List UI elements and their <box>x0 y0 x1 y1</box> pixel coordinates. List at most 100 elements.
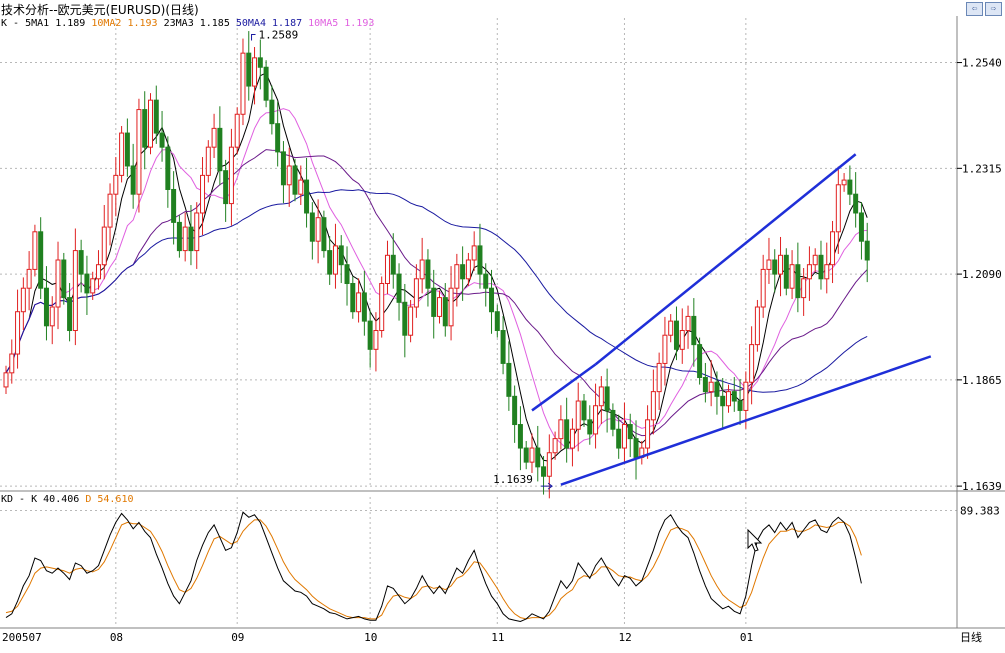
candle-down <box>142 109 148 148</box>
legend-item: 50MA4 <box>236 18 266 29</box>
candle-down <box>304 179 310 214</box>
candle-up <box>679 330 685 350</box>
candle-up <box>726 391 731 407</box>
time-tick-label: 01 <box>740 631 753 644</box>
candle-down <box>697 344 703 379</box>
trend-line <box>531 363 597 412</box>
time-tick-label: 08 <box>110 631 123 644</box>
candle-down <box>171 188 177 223</box>
legend-item: D <box>85 494 91 505</box>
candle-down <box>176 221 182 252</box>
candle-up <box>113 174 119 195</box>
candle-down <box>188 226 194 252</box>
candle-down <box>223 170 229 205</box>
price-annotations: 1.2589 1.1639 <box>251 29 553 490</box>
candle-down <box>425 259 431 289</box>
candlesticks <box>3 31 870 499</box>
candle-up <box>656 362 662 393</box>
ma50-line <box>5 189 868 393</box>
candle-down <box>847 179 853 195</box>
forward-arrow-button[interactable]: ⇨ <box>985 2 1002 16</box>
candle-down <box>165 146 171 190</box>
annotation-label: 1.2589 <box>259 29 299 42</box>
candle-up <box>228 146 234 205</box>
time-tick-label: 12 <box>618 631 631 644</box>
candle-down <box>772 259 778 275</box>
candle-up <box>806 264 812 280</box>
candle-down <box>523 447 529 463</box>
candle-down <box>783 254 789 289</box>
candle-down <box>517 424 523 449</box>
candle-down <box>275 123 281 153</box>
back-arrow-button[interactable]: ⇦ <box>966 2 983 16</box>
candle-down <box>489 287 495 313</box>
annotation-arrow <box>541 482 553 490</box>
candle-up <box>552 438 558 454</box>
candle-down <box>309 212 315 242</box>
candle-down <box>702 377 708 393</box>
candle-down <box>338 245 344 266</box>
nav-buttons: ⇦ ⇨ <box>966 2 1002 16</box>
candle-up <box>379 283 385 332</box>
trend-lines <box>531 153 932 486</box>
candle-down <box>280 151 286 186</box>
legend-item: 54.610 <box>91 494 133 505</box>
legend-item: 1.187 <box>266 18 308 29</box>
candle-down <box>321 217 327 252</box>
candle-down <box>292 165 298 195</box>
legend-item: 23MA3 <box>164 18 194 29</box>
candle-up <box>107 193 113 228</box>
candle-down <box>84 273 90 294</box>
time-tick-label: 09 <box>231 631 244 644</box>
candle-down <box>442 297 448 327</box>
candle-down <box>610 409 616 430</box>
candle-down <box>124 132 130 167</box>
candle-up <box>766 259 772 270</box>
candle-down <box>344 264 350 285</box>
page-title: 技术分析--欧元美元(EURUSD)(日线) <box>1 3 199 17</box>
candle-down <box>564 419 570 449</box>
candle-down <box>396 273 402 303</box>
candle-down <box>795 264 801 299</box>
time-tick-label: 日线 <box>960 630 982 644</box>
candle-down <box>731 391 737 402</box>
candle-down <box>257 57 263 68</box>
candle-up <box>789 264 795 289</box>
candle-down <box>460 264 466 280</box>
candle-up <box>211 127 217 148</box>
candle-up <box>598 386 604 407</box>
candle-up <box>835 184 841 233</box>
candle-down <box>737 400 743 411</box>
candle-down <box>159 132 165 148</box>
candle-up <box>9 353 15 374</box>
candle-up <box>841 179 847 186</box>
candle-down <box>858 212 864 242</box>
candle-up <box>148 99 153 148</box>
candle-up <box>529 447 535 463</box>
price-tick-label: 1.1865 <box>962 374 1002 387</box>
candle-down <box>38 231 44 289</box>
kd-lines <box>5 511 862 623</box>
candle-up <box>558 419 564 440</box>
time-tick-labels: 200507 08 09 10 11 12 01 日线 <box>2 630 982 644</box>
candle-up <box>575 400 581 430</box>
candle-up <box>286 165 292 186</box>
candle-down <box>864 240 870 261</box>
candle-up <box>754 306 760 346</box>
candle-up <box>315 217 321 242</box>
legend-item: 10MA5 <box>308 18 338 29</box>
candle-up <box>650 391 656 421</box>
candle-down <box>67 297 73 332</box>
candle-up <box>119 132 125 176</box>
price-tick-label: 1.2090 <box>962 268 1002 281</box>
candle-up <box>546 452 552 477</box>
candle-down <box>714 381 720 397</box>
candle-down <box>390 254 396 275</box>
candle-up <box>332 245 338 275</box>
candle-down <box>818 254 824 280</box>
candle-up <box>55 259 61 308</box>
candle-up <box>685 315 691 332</box>
candle-up <box>408 306 414 336</box>
candle-down <box>604 386 610 411</box>
ma10-line <box>5 108 868 450</box>
